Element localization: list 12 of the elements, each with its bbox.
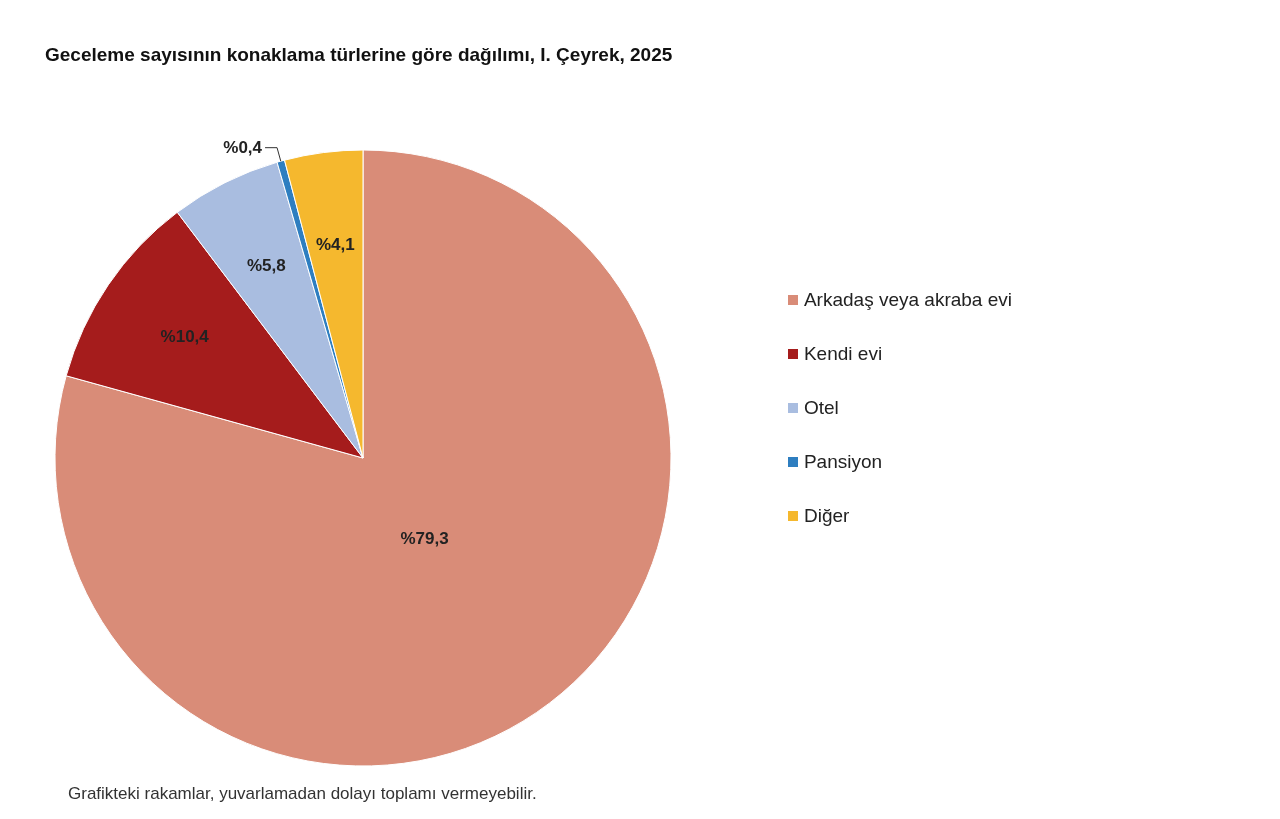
legend-label: Kendi evi [803, 343, 883, 365]
data-label: %5,8 [246, 255, 286, 275]
text: Grafikteki rakamlar, yuvarlamadan dolayı toplamı vermeyebilir. [68, 784, 537, 804]
legend-label: Otel [803, 397, 839, 419]
chart-title: Geceleme sayısının konaklama türlerine göre dağılımı, I. Çeyrek, 2025 [45, 44, 673, 66]
legend-label: Arkadaş veya akraba evi [803, 289, 1012, 311]
data-label: %10,4 [160, 327, 210, 347]
data-label: %4,1 [315, 234, 355, 254]
data-label: %79,3 [400, 529, 449, 549]
legend-label: Diğer [803, 505, 850, 527]
legend-label: Pansiyon [803, 451, 883, 473]
data-label: %0,4 [223, 138, 263, 158]
